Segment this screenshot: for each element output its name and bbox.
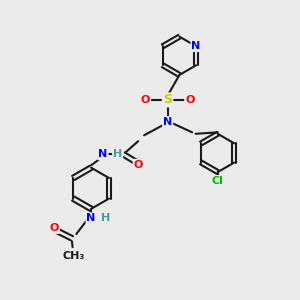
Text: Cl: Cl (212, 176, 224, 186)
Text: O: O (50, 223, 59, 233)
Text: N: N (86, 213, 96, 223)
Text: O: O (134, 160, 143, 170)
Text: H: H (113, 149, 122, 159)
Text: N: N (163, 117, 172, 127)
Text: O: O (185, 95, 194, 105)
Text: N: N (191, 41, 201, 51)
Text: O: O (141, 95, 150, 105)
Text: H: H (101, 213, 110, 223)
Text: S: S (163, 93, 172, 106)
Text: N: N (98, 149, 107, 159)
Text: CH₃: CH₃ (62, 251, 85, 261)
